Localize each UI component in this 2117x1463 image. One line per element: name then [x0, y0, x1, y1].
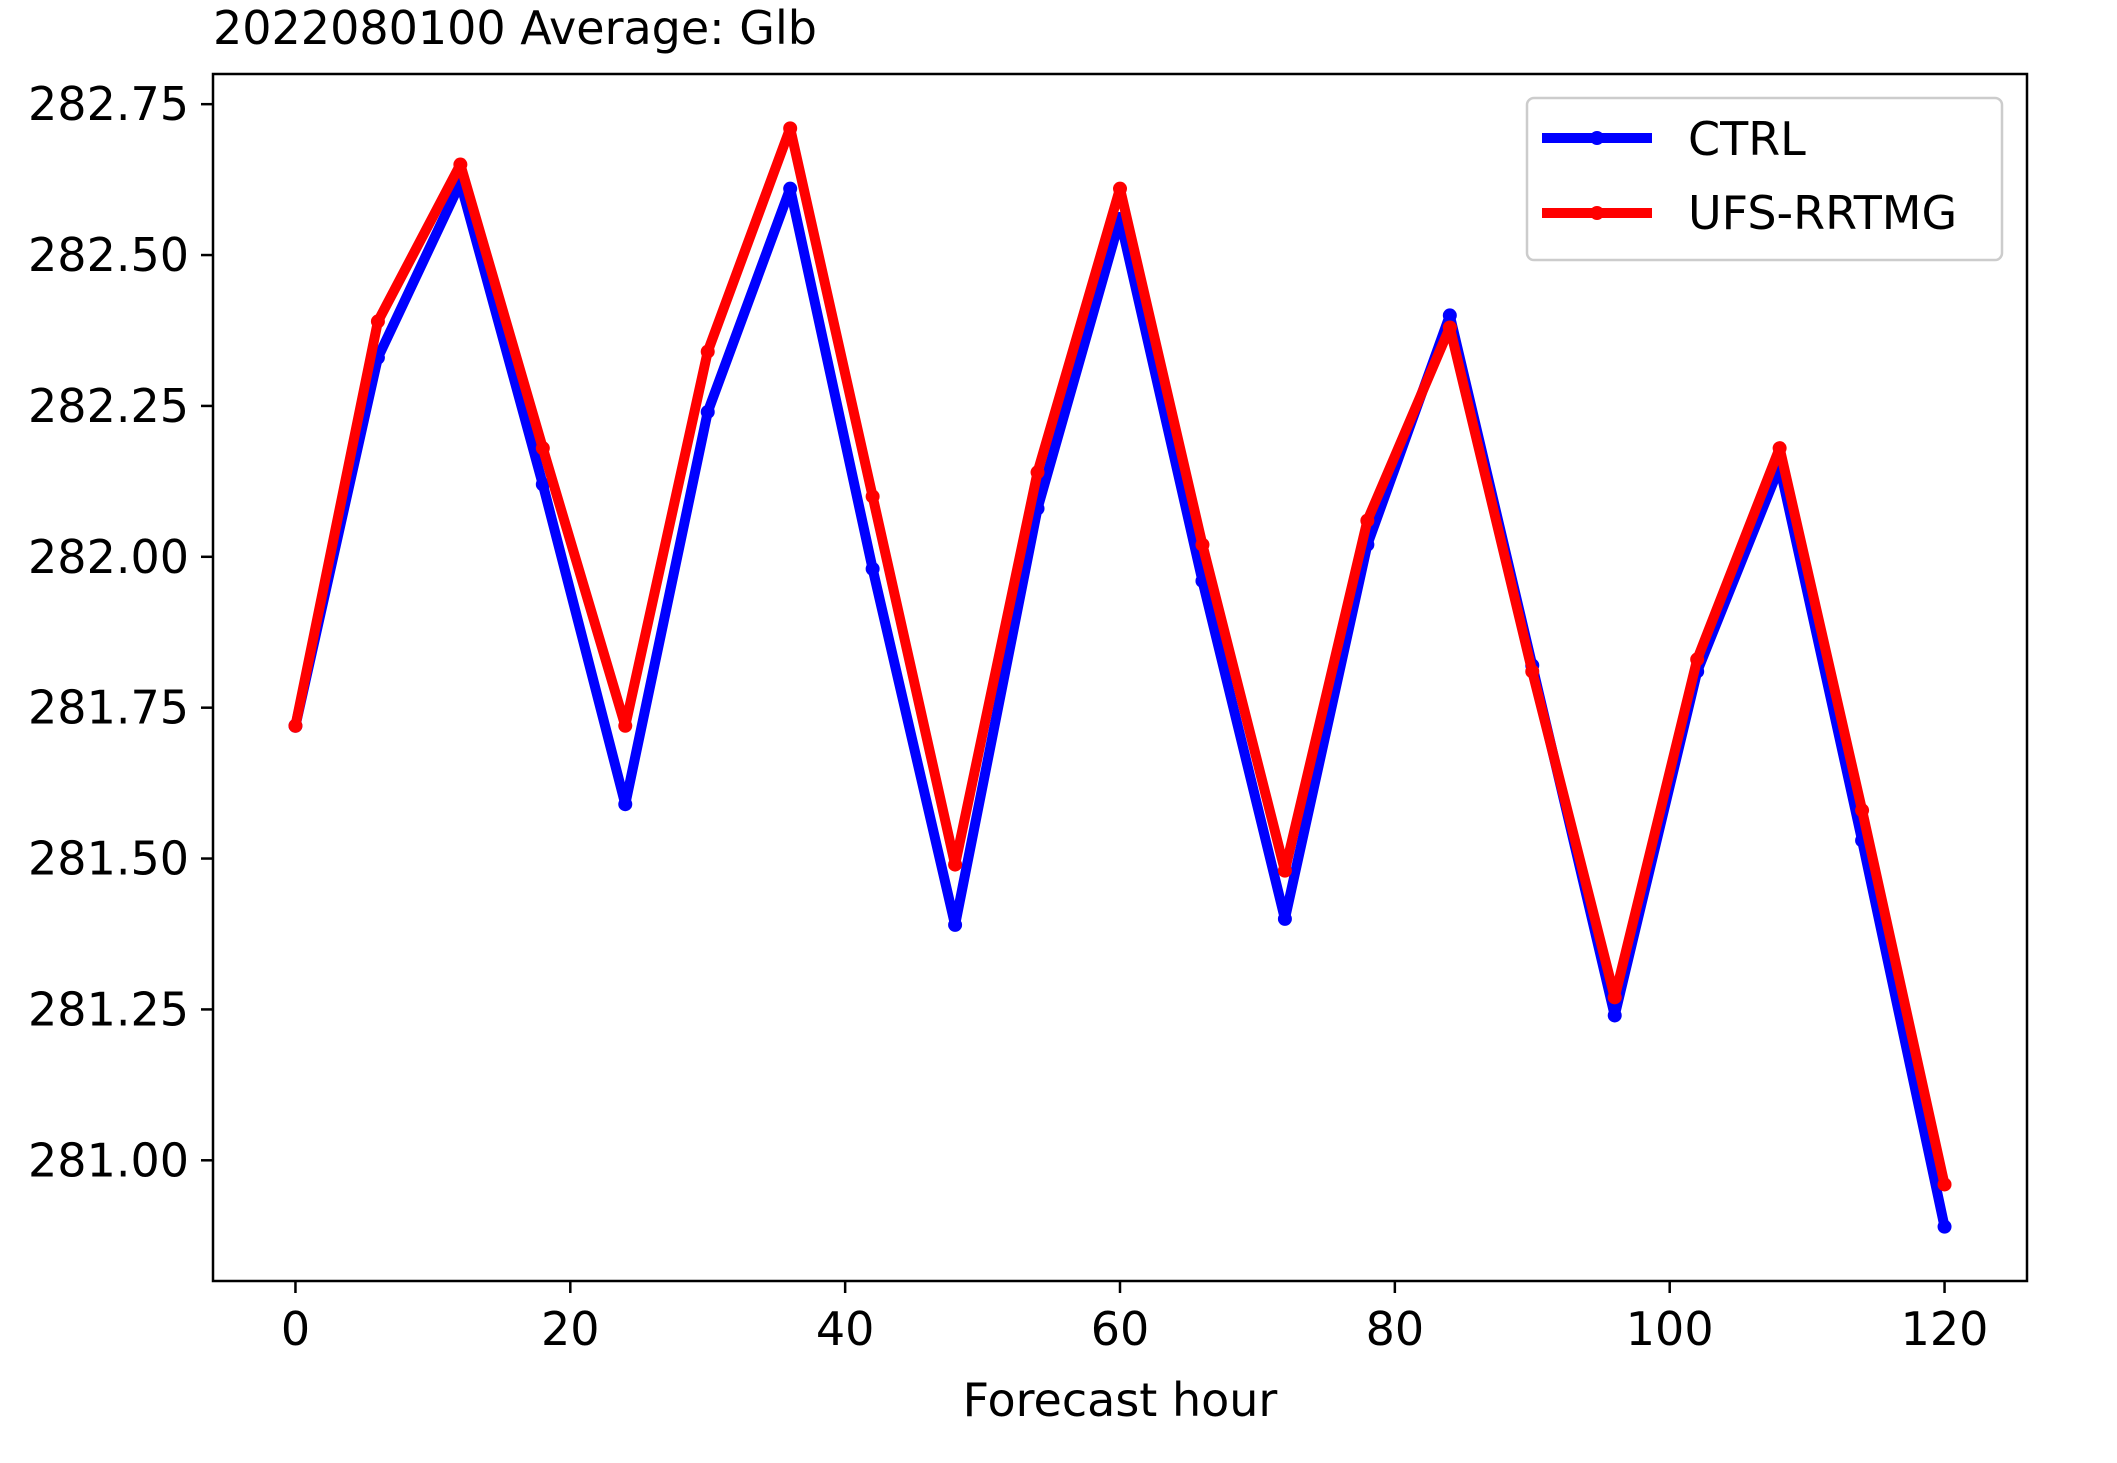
data-point-ufs-rrtmg [1607, 990, 1622, 1005]
x-tick-label: 80 [1366, 1302, 1425, 1356]
legend-label-ufs-rrtmg: UFS-RRTMG [1688, 186, 1957, 240]
data-point-ufs-rrtmg [865, 489, 880, 504]
data-point-ufs-rrtmg [288, 718, 303, 733]
data-point-ctrl [700, 404, 715, 419]
x-axis-label: Forecast hour [963, 1373, 1278, 1427]
x-tick-label: 20 [541, 1302, 600, 1356]
data-point-ufs-rrtmg [618, 718, 633, 733]
y-tick-label: 282.50 [28, 228, 189, 282]
data-point-ctrl [1442, 308, 1457, 323]
legend: CTRL UFS-RRTMG [1525, 96, 2004, 262]
y-axis: 281.00 281.25 281.50 281.75 282.00 282.25 282.… [28, 77, 213, 1187]
data-point-ctrl [618, 797, 633, 812]
data-point-ctrl [1607, 1008, 1622, 1023]
data-point-ctrl [535, 477, 550, 492]
legend-label-ctrl: CTRL [1688, 112, 1806, 166]
data-point-ufs-rrtmg [535, 441, 550, 456]
data-point-ufs-rrtmg [1937, 1177, 1952, 1192]
x-tick-label: 100 [1626, 1302, 1714, 1356]
data-point-ctrl [1277, 911, 1292, 926]
y-tick-label: 281.00 [28, 1133, 189, 1187]
y-tick-label: 282.75 [28, 77, 189, 131]
data-point-ufs-rrtmg [700, 344, 715, 359]
data-point-ctrl [1937, 1219, 1952, 1234]
data-point-ufs-rrtmg [370, 314, 385, 329]
x-tick-label: 40 [816, 1302, 875, 1356]
x-tick-label: 0 [281, 1302, 310, 1356]
y-tick-label: 282.00 [28, 530, 189, 584]
legend-marker-ufs-rrtmg [1590, 206, 1604, 220]
data-point-ctrl [783, 181, 798, 196]
data-point-ufs-rrtmg [1030, 465, 1045, 480]
series-layer [288, 121, 1952, 1234]
x-tick-label: 60 [1091, 1302, 1150, 1356]
chart-title: 2022080100 Average: Glb [213, 1, 817, 55]
data-point-ufs-rrtmg [1442, 320, 1457, 335]
data-point-ufs-rrtmg [1690, 652, 1705, 667]
data-point-ctrl [865, 561, 880, 576]
data-point-ufs-rrtmg [1525, 664, 1540, 679]
legend-marker-ctrl [1590, 131, 1604, 145]
data-point-ufs-rrtmg [783, 121, 798, 136]
data-point-ufs-rrtmg [1113, 181, 1127, 196]
data-point-ufs-rrtmg [1277, 863, 1292, 878]
y-tick-label: 281.75 [28, 681, 189, 735]
y-tick-label: 282.25 [28, 379, 189, 433]
data-point-ufs-rrtmg [1195, 537, 1210, 552]
data-point-ufs-rrtmg [453, 157, 468, 172]
x-tick-label: 120 [1901, 1302, 1989, 1356]
data-point-ufs-rrtmg [1360, 513, 1375, 528]
data-point-ctrl [948, 917, 963, 932]
y-tick-label: 281.50 [28, 832, 189, 886]
series-line-ctrl [290, 177, 1950, 1232]
x-axis: 0 20 40 60 80 100 120 [281, 1281, 1989, 1356]
data-point-ufs-rrtmg [1855, 803, 1870, 818]
data-point-ufs-rrtmg [948, 857, 963, 872]
data-point-ufs-rrtmg [1772, 441, 1787, 456]
y-tick-label: 281.25 [28, 982, 189, 1036]
